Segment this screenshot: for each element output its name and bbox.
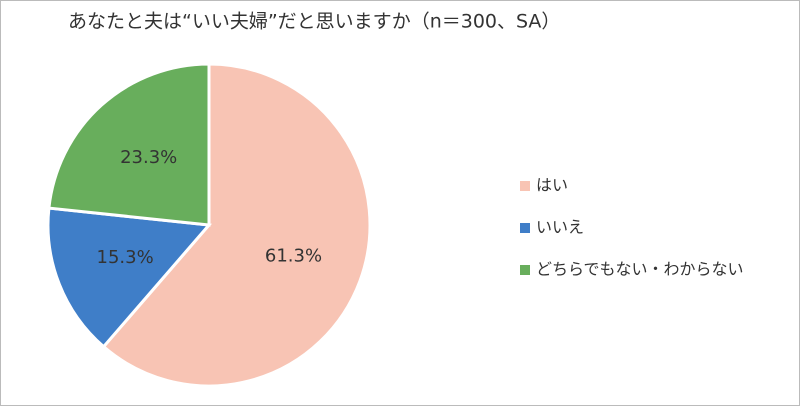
legend-swatch — [520, 265, 530, 275]
data-label: 23.3% — [120, 147, 177, 168]
pie-slice — [47, 62, 211, 227]
data-label: 15.3% — [97, 247, 154, 268]
legend-label: いいえ — [536, 218, 584, 237]
pie-slice — [46, 206, 213, 349]
legend-swatch — [520, 223, 530, 233]
pie-slice — [101, 62, 372, 388]
legend-label: どちらでもない・わからない — [536, 260, 744, 279]
chart-title: あなたと夫は“いい夫婦”だと思いますか（n＝300、SA） — [68, 11, 560, 33]
legend-label: はい — [536, 176, 568, 195]
legend-swatch — [520, 181, 530, 191]
data-label: 61.3% — [265, 246, 322, 267]
